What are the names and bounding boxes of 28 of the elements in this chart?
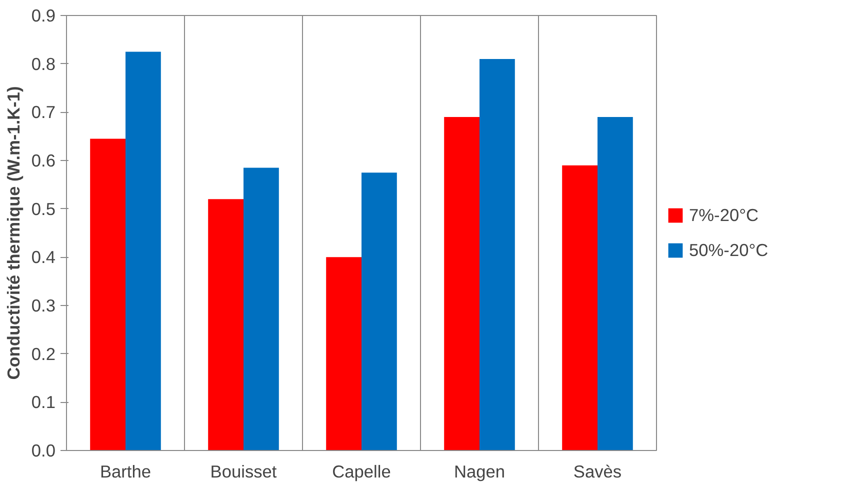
y-tick-label: 0.9 xyxy=(31,6,56,26)
bar xyxy=(126,52,161,450)
x-tick-label: Nagen xyxy=(454,462,506,482)
y-axis-title: Conductivité thermique (W.m-1.K-1) xyxy=(3,86,24,380)
x-tick-label: Bouisset xyxy=(210,462,277,482)
bar xyxy=(444,117,480,450)
bar xyxy=(326,257,362,450)
x-tick-label: Savès xyxy=(573,462,622,482)
y-tick-label: 0.8 xyxy=(31,54,56,74)
y-tick-label: 0.1 xyxy=(31,392,56,412)
bar xyxy=(362,172,397,450)
y-tick-label: 0.5 xyxy=(31,198,56,219)
bar xyxy=(598,117,633,450)
legend-label: 50%-20°C xyxy=(689,240,768,260)
bar xyxy=(480,59,515,450)
x-tick-label: Capelle xyxy=(332,462,391,482)
bar xyxy=(90,138,126,450)
legend-label: 7%-20°C xyxy=(689,204,759,226)
bar xyxy=(244,168,279,450)
bar xyxy=(208,199,244,450)
y-tick-label: 0.4 xyxy=(31,247,56,268)
bar xyxy=(562,165,598,450)
y-tick-label: 0.6 xyxy=(31,150,56,170)
x-tick-label: Barthe xyxy=(100,462,152,482)
y-tick-label: 0.3 xyxy=(31,296,56,316)
y-tick-label: 0.7 xyxy=(31,102,56,122)
y-tick-label: 0.2 xyxy=(31,344,56,364)
y-tick-label: 0.0 xyxy=(31,440,56,460)
